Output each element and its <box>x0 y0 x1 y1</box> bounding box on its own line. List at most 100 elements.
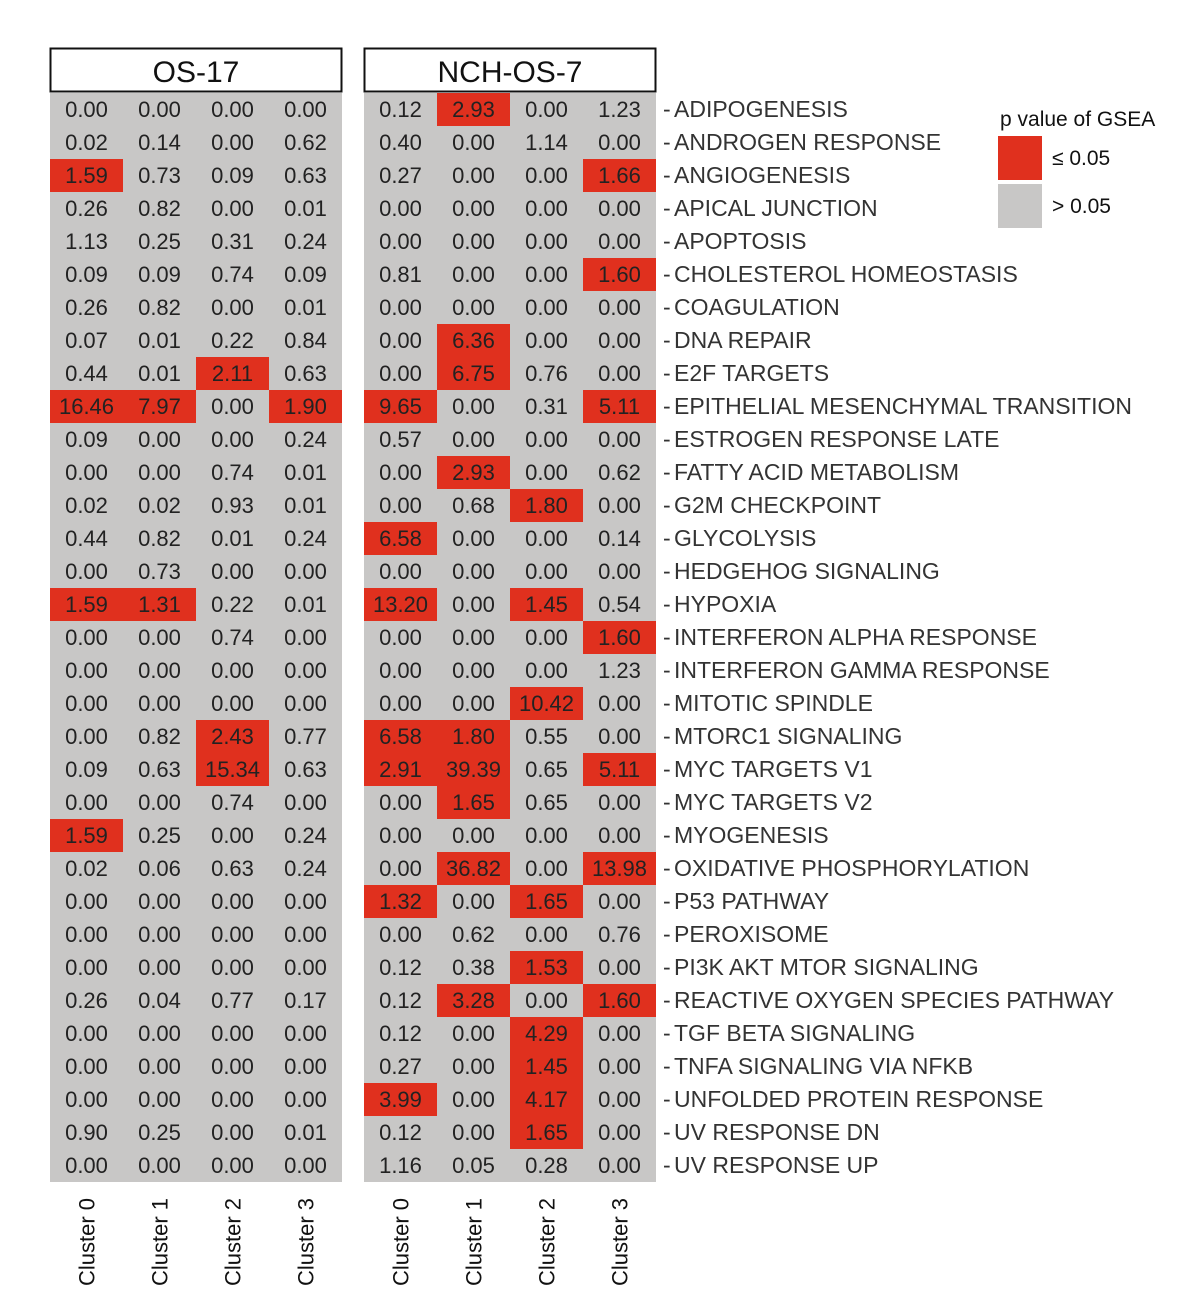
cell-value: 0.00 <box>452 559 495 584</box>
legend-title: p value of GSEA <box>1000 108 1155 131</box>
row-label-myogenesis: MYOGENESIS <box>674 822 829 848</box>
cell-value: 0.00 <box>138 955 181 980</box>
heatmap-cell-significant <box>510 687 583 720</box>
heatmap-cell-significant <box>50 390 123 423</box>
row-label-myc-targets-v2: MYC TARGETS V2 <box>674 789 873 815</box>
cell-value: 0.00 <box>598 823 641 848</box>
cell-value: 0.00 <box>211 955 254 980</box>
row-tick: - <box>663 1119 671 1145</box>
cell-value: 0.00 <box>452 592 495 617</box>
cell-value: 0.01 <box>138 328 181 353</box>
row-tick: - <box>663 393 671 419</box>
cell-value: 0.00 <box>452 691 495 716</box>
cell-value: 1.80 <box>525 493 568 518</box>
cell-value: 0.00 <box>138 97 181 122</box>
cell-value: 0.81 <box>379 262 422 287</box>
cell-value: 0.00 <box>598 130 641 155</box>
cell-value: 0.00 <box>211 922 254 947</box>
cell-value: 0.00 <box>211 889 254 914</box>
cell-value: 0.00 <box>525 526 568 551</box>
cell-value: 15.34 <box>205 757 260 782</box>
column-label-cluster-1: Cluster 1 <box>148 1198 173 1286</box>
cell-value: 0.00 <box>284 658 327 683</box>
cell-value: 0.31 <box>525 394 568 419</box>
cell-value: 0.00 <box>452 394 495 419</box>
row-label-fatty-acid-metabolism: FATTY ACID METABOLISM <box>674 459 959 485</box>
cell-value: 16.46 <box>59 394 114 419</box>
heatmap-cell-significant <box>510 885 583 918</box>
cell-value: 0.57 <box>379 427 422 452</box>
row-tick: - <box>663 723 671 749</box>
cell-value: 0.14 <box>598 526 641 551</box>
cell-value: 0.00 <box>525 97 568 122</box>
row-tick: - <box>663 1086 671 1112</box>
panel-grid-background <box>50 93 342 1182</box>
cell-value: 0.02 <box>65 493 108 518</box>
cell-value: 0.00 <box>211 295 254 320</box>
cell-value: 0.00 <box>138 1021 181 1046</box>
cell-value: 0.00 <box>525 823 568 848</box>
column-label-cluster-1: Cluster 1 <box>462 1198 487 1286</box>
row-label-apoptosis: APOPTOSIS <box>674 228 807 254</box>
cell-value: 0.09 <box>211 163 254 188</box>
cell-value: 0.00 <box>65 97 108 122</box>
cell-value: 0.00 <box>598 955 641 980</box>
row-tick: - <box>663 327 671 353</box>
row-tick: - <box>663 1053 671 1079</box>
cell-value: 0.00 <box>452 526 495 551</box>
cell-value: 0.26 <box>65 196 108 221</box>
row-label-reactive-oxygen-species-pathway: REACTIVE OXYGEN SPECIES PATHWAY <box>674 987 1114 1013</box>
cell-value: 0.31 <box>211 229 254 254</box>
cell-value: 1.32 <box>379 889 422 914</box>
cell-value: 1.65 <box>525 1120 568 1145</box>
cell-value: 0.00 <box>598 724 641 749</box>
cell-value: 6.75 <box>452 361 495 386</box>
cell-value: 3.28 <box>452 988 495 1013</box>
heatmap-cell-significant <box>50 588 123 621</box>
cell-value: 0.00 <box>284 97 327 122</box>
cell-value: 0.00 <box>525 625 568 650</box>
cell-value: 2.93 <box>452 97 495 122</box>
cell-value: 2.43 <box>211 724 254 749</box>
cell-value: 13.98 <box>592 856 647 881</box>
row-tick: - <box>663 690 671 716</box>
cell-value: 0.00 <box>598 229 641 254</box>
cell-value: 0.00 <box>379 625 422 650</box>
cell-value: 0.01 <box>284 295 327 320</box>
cell-value: 0.24 <box>284 526 327 551</box>
cell-value: 1.59 <box>65 163 108 188</box>
cell-value: 0.00 <box>452 1120 495 1145</box>
cell-value: 0.73 <box>138 559 181 584</box>
row-label-interferon-alpha-response: INTERFERON ALPHA RESPONSE <box>674 624 1037 650</box>
cell-value: 0.00 <box>138 790 181 815</box>
cell-value: 1.31 <box>138 592 181 617</box>
heatmap-cell-significant <box>364 720 437 753</box>
legend-swatch-not-significant <box>998 184 1042 228</box>
heatmap-cell-significant <box>510 1116 583 1149</box>
heatmap-cell-significant <box>50 159 123 192</box>
cell-value: 0.25 <box>138 229 181 254</box>
cell-value: 0.00 <box>525 262 568 287</box>
cell-value: 0.01 <box>284 196 327 221</box>
cell-value: 1.60 <box>598 625 641 650</box>
cell-value: 0.00 <box>598 1021 641 1046</box>
cell-value: 1.59 <box>65 823 108 848</box>
cell-value: 0.65 <box>525 790 568 815</box>
cell-value: 10.42 <box>519 691 574 716</box>
row-tick: - <box>663 987 671 1013</box>
row-tick: - <box>663 195 671 221</box>
cell-value: 0.00 <box>525 988 568 1013</box>
cell-value: 0.24 <box>284 823 327 848</box>
heatmap-cell-significant <box>510 1017 583 1050</box>
cell-value: 0.00 <box>65 1054 108 1079</box>
heatmap-cell-significant <box>123 390 196 423</box>
cell-value: 0.82 <box>138 526 181 551</box>
cell-value: 0.93 <box>211 493 254 518</box>
cell-value: 1.60 <box>598 988 641 1013</box>
cell-value: 0.00 <box>452 295 495 320</box>
cell-value: 0.00 <box>379 229 422 254</box>
cell-value: 0.00 <box>65 460 108 485</box>
cell-value: 0.00 <box>211 130 254 155</box>
cell-value: 0.00 <box>598 790 641 815</box>
row-label-e2f-targets: E2F TARGETS <box>674 360 829 386</box>
